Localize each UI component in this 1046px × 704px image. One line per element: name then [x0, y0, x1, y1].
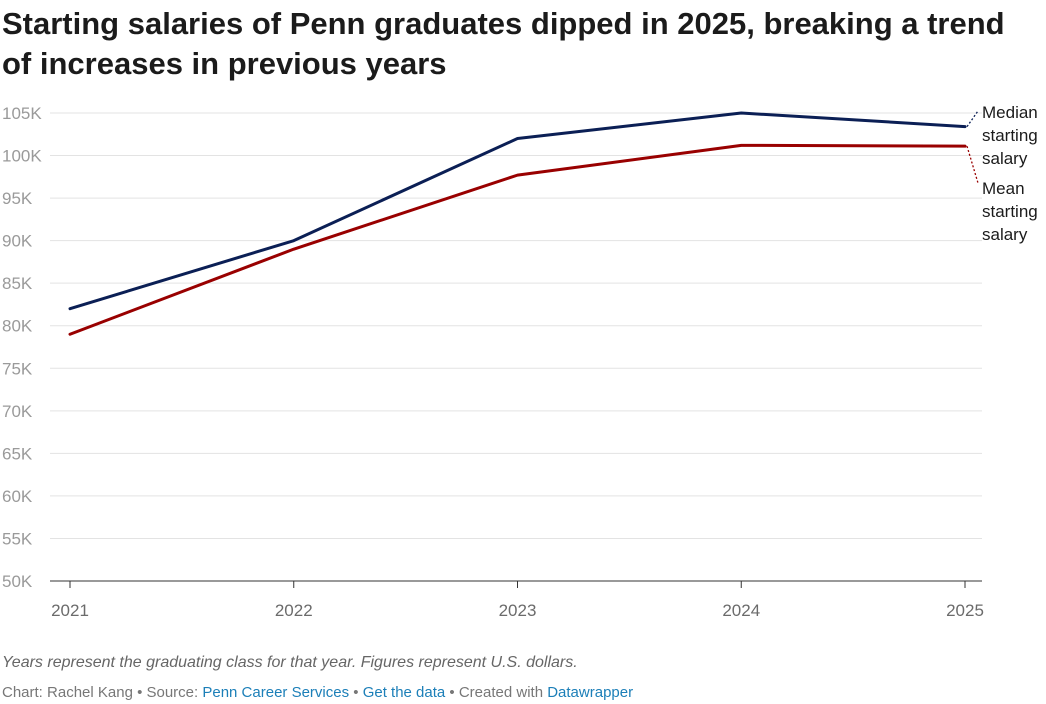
y-tick-label: 75K [2, 359, 33, 378]
series-labels: Median starting salary Mean starting salary [966, 103, 1038, 244]
series-label: Mean [982, 179, 1025, 198]
byline-separator: • [349, 684, 363, 701]
byline-prefix: Chart: Rachel Kang • Source: [2, 684, 203, 701]
y-tick-label: 50K [2, 572, 33, 591]
byline: Chart: Rachel Kang • Source: Penn Career… [2, 684, 633, 701]
x-tick-label: 2025 [946, 601, 984, 620]
x-tick-label: 2021 [51, 601, 89, 620]
y-tick-label: 85K [2, 274, 33, 293]
label-connector [966, 145, 979, 184]
y-tick-label: 70K [2, 402, 33, 421]
y-tick-label: 80K [2, 317, 33, 336]
x-tick-label: 2022 [275, 601, 313, 620]
series-label: Median [982, 103, 1038, 122]
source-link[interactable]: Penn Career Services [202, 684, 350, 701]
label-connector [966, 110, 979, 127]
series-label: starting [982, 202, 1038, 221]
line-chart: 50K 55K 60K 65K 70K 75K 80K 85K 90K 95K 100K 105K 2… [2, 103, 1038, 620]
series-label: salary [982, 149, 1028, 168]
y-tick-label: 90K [2, 232, 33, 251]
y-tick-label: 105K [2, 104, 42, 123]
gridlines [50, 112, 982, 582]
x-axis: 2021 2022 2023 2024 2025 [51, 581, 984, 620]
x-tick-label: 2024 [722, 601, 760, 620]
series-lines [68, 111, 967, 336]
y-tick-label: 65K [2, 444, 33, 463]
x-tick-label: 2023 [499, 601, 537, 620]
series-label: starting [982, 126, 1038, 145]
y-tick-label: 100K [2, 147, 42, 166]
series-label: salary [982, 225, 1028, 244]
y-axis: 50K 55K 60K 65K 70K 75K 80K 85K 90K 95K 100K 105K [2, 104, 42, 591]
y-tick-label: 60K [2, 487, 33, 506]
byline-created-with: • Created with [445, 684, 548, 701]
chart-title: Starting salaries of Penn graduates dipp… [2, 6, 1005, 81]
series-line [68, 143, 967, 336]
series-line [68, 111, 967, 311]
y-tick-label: 95K [2, 189, 33, 208]
y-tick-label: 55K [2, 529, 33, 548]
datawrapper-link[interactable]: Datawrapper [547, 684, 634, 701]
chart-notes: Years represent the graduating class for… [2, 654, 578, 671]
get-data-link[interactable]: Get the data [362, 684, 446, 701]
